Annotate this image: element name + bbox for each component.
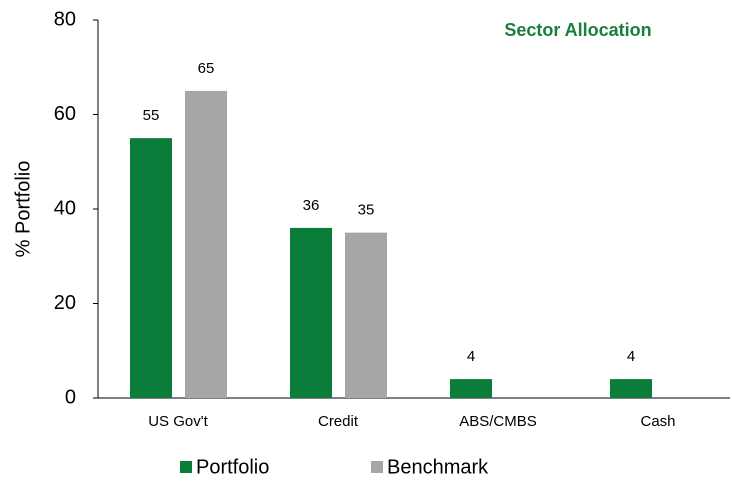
data-label: 55 [143,107,160,124]
legend-label: Benchmark [387,456,489,478]
y-tick-label: 0 [65,386,76,408]
x-tick-label: ABS/CMBS [459,413,537,430]
data-label: 65 [198,60,215,77]
legend-swatch [180,461,192,473]
chart-title: Sector Allocation [504,20,651,40]
y-axis-label: % Portfolio [12,161,34,258]
data-label: 4 [627,348,635,365]
legend-swatch [371,461,383,473]
x-tick-label: US Gov't [148,413,208,430]
bar [450,379,492,398]
bar [610,379,652,398]
bar [185,90,227,398]
bar [130,138,172,398]
y-tick-label: 40 [54,197,76,219]
x-tick-label: Credit [318,413,359,430]
data-label: 36 [303,197,320,214]
y-tick-label: 20 [54,292,76,314]
legend-label: Portfolio [196,456,269,478]
y-tick-label: 80 [54,8,76,30]
bar [345,232,387,398]
bar [290,227,332,398]
x-tick-label: Cash [640,413,675,430]
data-label: 4 [467,348,475,365]
data-label: 35 [358,202,375,219]
y-tick-label: 60 [54,103,76,125]
